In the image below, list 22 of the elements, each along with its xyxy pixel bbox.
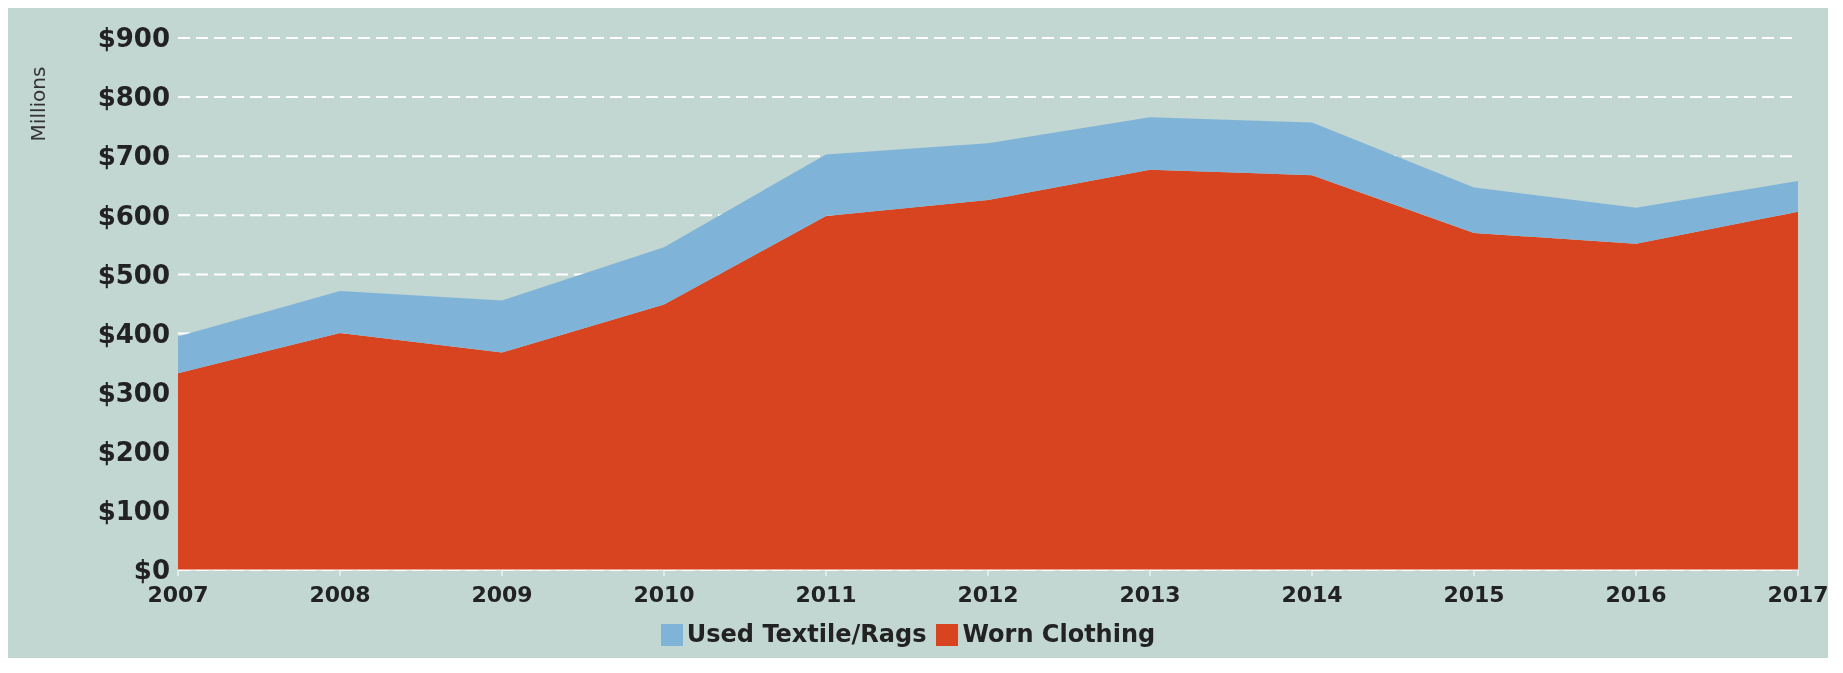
legend-label: Used Textile/Rags [686,620,927,648]
x-tick-label: 2016 [1605,581,1667,607]
y-tick-label: $800 [97,82,170,113]
y-tick-label: $400 [97,318,170,349]
y-tick-label: $700 [97,141,170,172]
x-tick-label: 2017 [1767,581,1829,607]
y-tick-label: $100 [97,496,170,527]
x-tick-label: 2014 [1281,581,1343,607]
y-tick-label: $300 [97,377,170,408]
x-tick-label: 2009 [471,581,533,607]
legend-label: Worn Clothing [962,620,1156,648]
x-tick-label: 2012 [957,581,1019,607]
x-tick-label: 2013 [1119,581,1181,607]
y-axis-title: Millions [26,66,51,142]
x-tick-label: 2011 [795,581,857,607]
x-tick-label: 2008 [309,581,371,607]
x-tick-label: 2010 [633,581,695,607]
y-tick-label: $900 [97,23,170,54]
x-tick-label: 2015 [1443,581,1505,607]
y-tick-label: $600 [97,200,170,231]
y-tick-label: $500 [97,259,170,290]
y-tick-label: $200 [97,437,170,468]
